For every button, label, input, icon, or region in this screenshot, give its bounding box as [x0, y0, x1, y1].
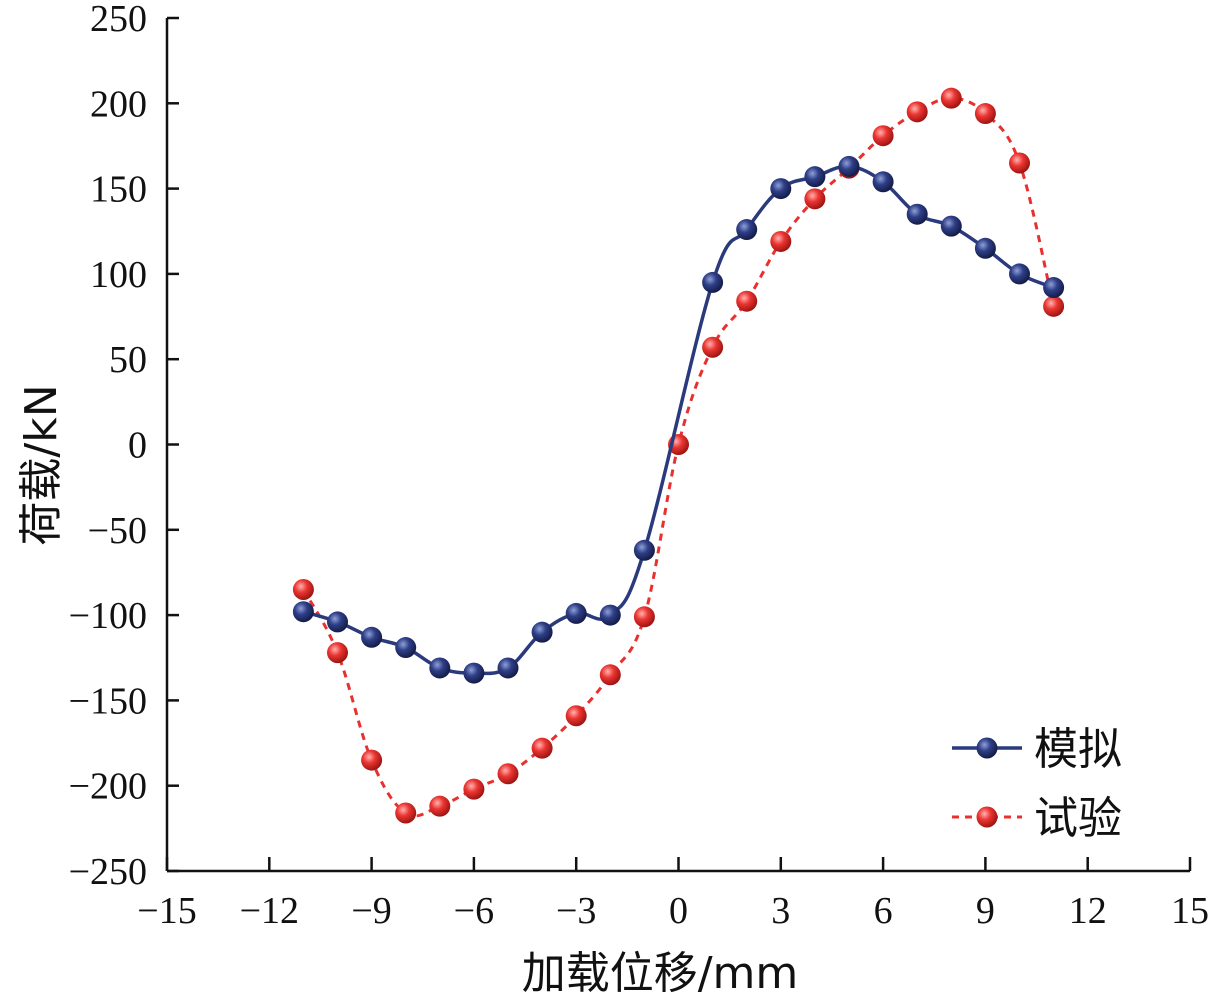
data-point-simulation	[429, 657, 451, 679]
data-point-simulation	[770, 178, 792, 200]
x-tick-label: −9	[351, 890, 391, 932]
data-point-experiment	[702, 336, 724, 358]
x-ticks: −15 −12 −9 −6 −3 0 3 6 9 12 15	[137, 857, 1209, 932]
legend-marker	[976, 737, 998, 759]
data-point-simulation	[736, 219, 758, 241]
x-tick-label: −12	[240, 890, 299, 932]
data-point-simulation	[1009, 263, 1030, 285]
data-point-experiment	[599, 664, 621, 686]
data-point-experiment	[906, 101, 928, 123]
data-point-simulation	[974, 237, 996, 259]
data-point-experiment	[736, 290, 758, 312]
data-point-simulation	[599, 604, 621, 626]
y-axis-title: 荷载/kN	[16, 384, 67, 545]
data-point-experiment	[940, 87, 962, 109]
data-point-simulation	[565, 602, 587, 624]
y-tick-label: −100	[69, 595, 147, 637]
data-point-simulation	[361, 626, 383, 648]
series-line-simulation	[302, 164, 1055, 676]
data-point-simulation	[872, 171, 894, 193]
x-tick-label: 3	[771, 890, 790, 932]
y-tick-label: −200	[69, 766, 147, 808]
legend-marker	[976, 806, 998, 828]
data-point-experiment	[804, 188, 826, 210]
legend-label: 试验	[1034, 793, 1122, 844]
data-point-simulation	[633, 539, 655, 561]
y-tick-label: 250	[90, 0, 147, 40]
data-point-experiment	[429, 795, 451, 817]
y-tick-label: 50	[109, 339, 147, 381]
data-point-simulation	[292, 601, 314, 623]
series-group	[292, 87, 1065, 824]
x-tick-label: 9	[976, 890, 995, 932]
y-tick-label: −50	[88, 510, 147, 552]
data-point-experiment	[633, 606, 655, 628]
data-point-simulation	[940, 215, 962, 237]
data-point-experiment	[531, 737, 553, 759]
data-point-experiment	[361, 749, 383, 771]
x-tick-label: −6	[454, 890, 494, 932]
x-tick-label: −3	[556, 890, 596, 932]
data-point-experiment	[872, 125, 894, 147]
data-point-simulation	[395, 637, 417, 659]
legend-label: 模拟	[1034, 724, 1122, 775]
data-point-simulation	[906, 203, 928, 225]
x-tick-label: 12	[1069, 890, 1107, 932]
y-tick-label: 0	[128, 425, 147, 467]
data-point-simulation	[463, 662, 485, 684]
y-tick-label: 100	[90, 254, 147, 296]
x-tick-label: 6	[874, 890, 893, 932]
data-point-experiment	[497, 763, 519, 785]
data-point-experiment	[292, 579, 314, 601]
y-ticks: 250 200 150 100 50 0 −50 −100 −150 −200 −250	[69, 0, 179, 893]
data-point-experiment	[565, 705, 587, 727]
series-line-experiment	[302, 96, 1056, 818]
data-point-simulation	[1043, 277, 1065, 299]
data-point-experiment	[770, 230, 792, 252]
y-tick-label: −250	[69, 851, 147, 893]
x-tick-label: 15	[1171, 890, 1209, 932]
y-tick-label: −150	[69, 680, 147, 722]
x-tick-label: 0	[669, 890, 688, 932]
data-point-simulation	[838, 155, 860, 177]
data-point-simulation	[804, 166, 826, 188]
data-point-experiment	[1009, 152, 1030, 174]
y-tick-label: 150	[90, 169, 147, 211]
data-point-simulation	[702, 271, 724, 293]
data-point-experiment	[395, 802, 417, 824]
data-point-experiment	[463, 778, 485, 800]
data-point-experiment	[974, 103, 996, 125]
data-point-simulation	[497, 657, 519, 679]
data-point-simulation	[327, 611, 348, 633]
data-point-experiment	[1043, 295, 1065, 317]
data-point-simulation	[531, 621, 553, 643]
x-tick-label: −15	[137, 890, 196, 932]
y-tick-label: 200	[90, 83, 147, 125]
x-axis-title: 加载位移/mm	[522, 948, 799, 999]
data-point-experiment	[327, 642, 348, 664]
